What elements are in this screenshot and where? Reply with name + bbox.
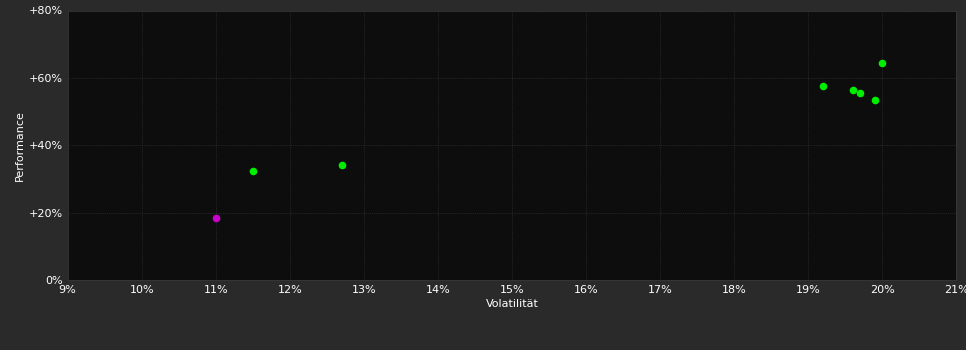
Point (815, 84, 831, 89)
Point (845, 87, 861, 92)
Point (874, 60, 890, 65)
Point (852, 90, 867, 96)
Y-axis label: Performance: Performance (14, 110, 24, 181)
X-axis label: Volatilität: Volatilität (486, 299, 538, 309)
Point (208, 215, 223, 220)
Point (867, 97, 883, 103)
Point (334, 163, 350, 168)
Point (245, 168, 261, 173)
